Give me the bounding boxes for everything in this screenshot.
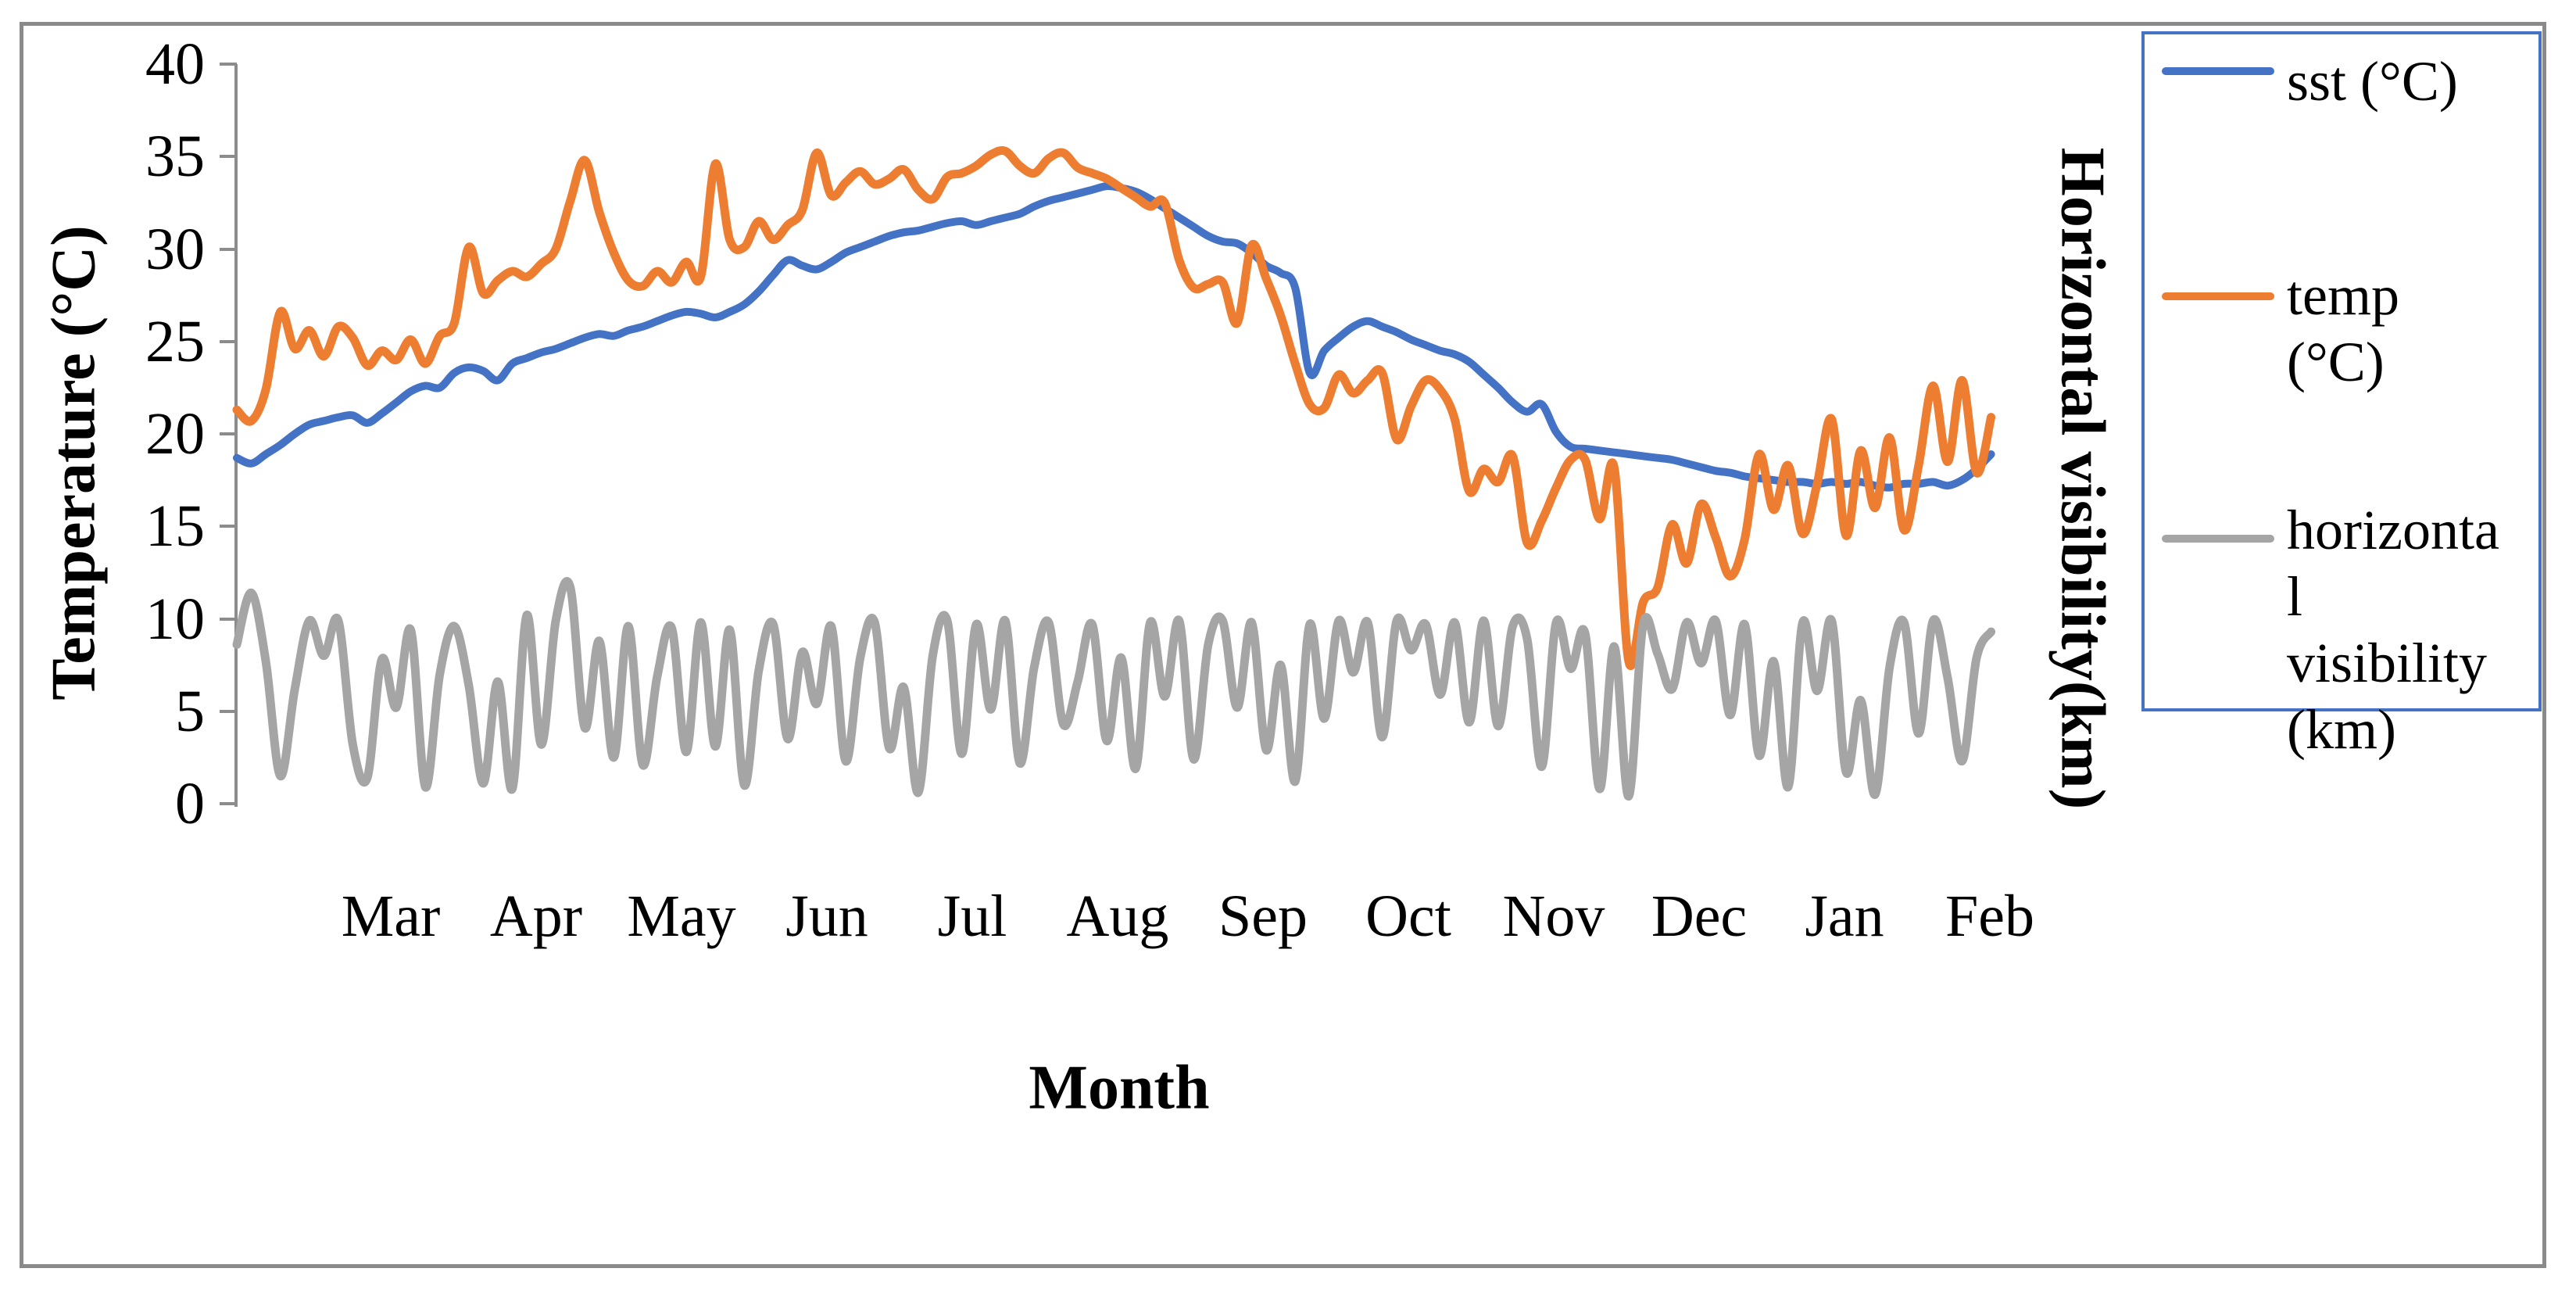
y-axis-tick [220, 617, 237, 621]
y-axis-tick-label: 30 [145, 216, 205, 282]
legend-label-sst: sst (°C) [2287, 50, 2458, 113]
y-axis-tick [220, 155, 237, 159]
temp-line [232, 145, 1996, 670]
x-axis-tick-label: Nov [1502, 883, 1605, 949]
visibility-legend-line-icon [2162, 535, 2274, 543]
y-axis-tick-label: 5 [175, 678, 205, 744]
temp-legend-line-icon [2162, 292, 2274, 300]
y-axis-tick [220, 63, 237, 66]
x-axis-tick-label: Mar [341, 883, 441, 949]
visibility-line [232, 577, 1996, 801]
sst-legend-line-icon [2162, 67, 2274, 75]
x-axis-tick-label: Apr [489, 883, 583, 949]
y-axis-tick-label: 10 [145, 586, 205, 652]
x-axis-tick-label: Oct [1365, 883, 1451, 949]
y-axis-tick [220, 709, 237, 713]
y-axis-tick-label: 0 [175, 771, 205, 837]
y-axis-tick-label: 20 [145, 401, 205, 467]
y-axis-tick-label: 15 [145, 493, 205, 560]
legend-label-temp: temp (°C) [2287, 264, 2399, 393]
y-axis-tick-label: 25 [145, 308, 205, 374]
x-axis-title: Month [1029, 1053, 1210, 1123]
figure-border [20, 22, 2546, 1268]
x-axis-tick-label: Jun [785, 883, 868, 949]
x-axis-tick-label: May [627, 883, 736, 949]
y-axis-tick [220, 802, 237, 805]
legend: sst (°C) temp (°C) horizonta l visibility … [2141, 31, 2542, 761]
sst-line [233, 182, 1995, 492]
x-axis-tick-label: Aug [1066, 883, 1169, 949]
x-axis-tick-label: Jul [937, 883, 1007, 949]
y-axis-tick [220, 432, 237, 435]
x-axis-tick-label: Sep [1218, 883, 1308, 949]
y-axis-line [234, 64, 238, 807]
x-axis-tick-label: Feb [1945, 883, 2034, 949]
x-axis-tick-label: Dec [1651, 883, 1748, 949]
y-axis-tick-label: 35 [145, 124, 205, 190]
y-axis-tick-label: 40 [145, 31, 205, 97]
y-axis-tick [220, 247, 237, 251]
legend-label-visibility: horizonta l visibility (km) [2287, 499, 2499, 761]
x-axis-tick-label: Jan [1805, 883, 1884, 949]
y-axis-tick [220, 339, 237, 343]
y-axis-tick [220, 525, 237, 528]
